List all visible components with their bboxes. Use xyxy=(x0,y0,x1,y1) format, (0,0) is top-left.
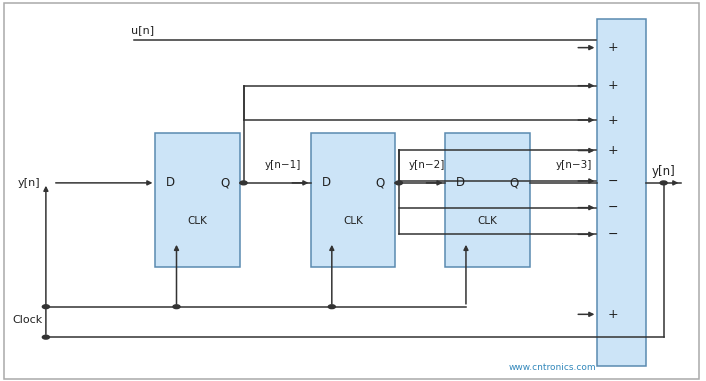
Circle shape xyxy=(173,305,180,309)
Text: y[n−3]: y[n−3] xyxy=(556,160,592,170)
Text: u[n]: u[n] xyxy=(131,26,154,35)
Text: −: − xyxy=(608,201,618,214)
Text: D: D xyxy=(322,176,330,189)
Circle shape xyxy=(395,181,402,185)
Text: D: D xyxy=(167,176,175,189)
Circle shape xyxy=(660,181,667,185)
Text: −: − xyxy=(608,174,618,187)
Text: Q: Q xyxy=(220,176,229,189)
Text: y[n]: y[n] xyxy=(652,165,676,178)
Text: Q: Q xyxy=(375,176,385,189)
Text: +: + xyxy=(608,114,618,126)
Text: −: − xyxy=(608,228,618,241)
Text: y[n−1]: y[n−1] xyxy=(264,160,301,170)
Text: y[n]: y[n] xyxy=(18,178,40,188)
Text: D: D xyxy=(456,176,465,189)
Circle shape xyxy=(240,181,247,185)
Bar xyxy=(155,133,240,267)
Text: +: + xyxy=(608,79,618,92)
Bar xyxy=(445,133,530,267)
Text: CLK: CLK xyxy=(188,216,208,226)
Text: +: + xyxy=(608,41,618,54)
Text: +: + xyxy=(608,144,618,157)
Text: y[n−2]: y[n−2] xyxy=(409,160,445,170)
Circle shape xyxy=(328,305,335,309)
Bar xyxy=(597,19,646,366)
Text: CLK: CLK xyxy=(477,216,497,226)
Text: www.cntronics.com: www.cntronics.com xyxy=(508,363,596,372)
Text: CLK: CLK xyxy=(343,216,363,226)
Text: Q: Q xyxy=(509,176,519,189)
Bar xyxy=(311,133,395,267)
Circle shape xyxy=(42,305,49,309)
Text: Clock: Clock xyxy=(13,315,43,325)
Circle shape xyxy=(42,335,49,339)
Text: +: + xyxy=(608,308,618,321)
